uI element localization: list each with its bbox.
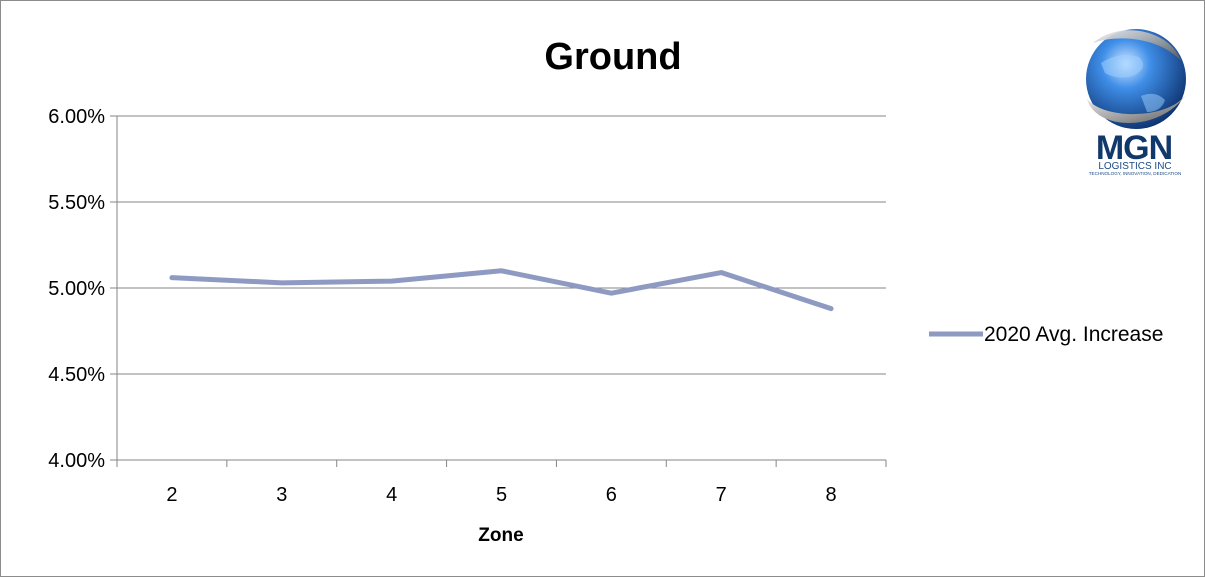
gridlines: [116, 115, 886, 467]
series-layer: [169, 268, 834, 312]
x-axis-ticks: 2 3 4 5 6 7 8: [116, 460, 887, 506]
series-line: [169, 268, 834, 312]
logo-tagline: TECHNOLOGY, INNOVATION, DEDICATION: [1089, 171, 1182, 176]
x-tick-label: 4: [386, 484, 397, 506]
y-tick-label: 4.00%: [48, 450, 105, 472]
globe-icon: [1086, 29, 1187, 129]
logo-name: MGN: [1096, 129, 1172, 167]
x-tick-label: 2: [166, 484, 177, 506]
y-tick-label: 6.00%: [48, 106, 105, 128]
mgn-logo: MGN LOGISTICS INC TECHNOLOGY, INNOVATION…: [1086, 29, 1187, 176]
legend-label: 2020 Avg. Increase: [984, 323, 1163, 346]
y-tick-label: 4.50%: [48, 364, 105, 386]
y-axis-ticks: 4.00% 4.50% 5.00% 5.50% 6.00%: [48, 106, 117, 472]
x-tick-label: 3: [276, 484, 287, 506]
x-axis-title: Zone: [478, 525, 523, 546]
x-tick-label: 6: [606, 484, 617, 506]
x-tick-label: 8: [826, 484, 837, 506]
y-tick-label: 5.50%: [48, 192, 105, 214]
legend: 2020 Avg. Increase: [929, 323, 1163, 346]
x-tick-label: 7: [716, 484, 727, 506]
x-tick-label: 5: [496, 484, 507, 506]
logo-subtitle: LOGISTICS INC: [1098, 161, 1171, 172]
y-tick-label: 5.00%: [48, 278, 105, 300]
chart-title: Ground: [544, 36, 681, 78]
